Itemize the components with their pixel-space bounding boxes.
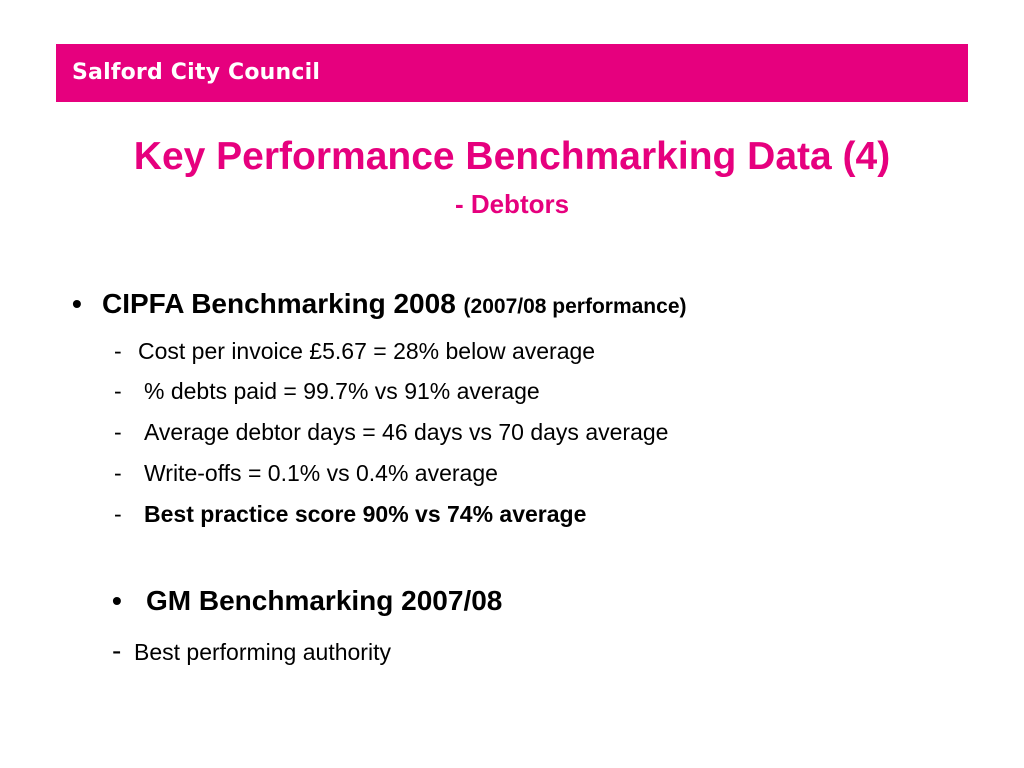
cipfa-note: (2007/08 performance)	[463, 295, 687, 318]
cipfa-bullet: • CIPFA Benchmarking 2008 (2007/08 perfor…	[72, 287, 687, 324]
cipfa-item-debts-paid: -% debts paid = 99.7% vs 91% average	[114, 377, 540, 405]
bullet-dot: •	[112, 585, 122, 616]
gm-sub-text: Best performing authority	[134, 639, 391, 665]
cipfa-item-text: Write-offs = 0.1% vs 0.4% average	[144, 460, 498, 486]
dash-marker: -	[114, 419, 122, 445]
slide-subtitle: - Debtors	[454, 189, 570, 219]
cipfa-item-debtor-days: - Average debtor days = 46 days vs 70 day…	[114, 418, 668, 446]
council-logo-text: Salford City Council	[72, 60, 321, 85]
gm-sub-item: - Best performing authority	[112, 636, 391, 667]
cipfa-item-cost: - Cost per invoice £5.67 = 28% below aver…	[114, 337, 595, 365]
dash-marker: -	[114, 378, 122, 404]
gm-bullet: • GM Benchmarking 2007/08	[112, 584, 502, 618]
header-band: Salford City Council	[56, 44, 968, 102]
slide-title: Key Performance Benchmarking Data (4)	[133, 135, 891, 178]
dash-marker: -	[112, 635, 122, 666]
dash-marker: -	[114, 460, 122, 486]
cipfa-item-write-offs: - Write-offs = 0.1% vs 0.4% average	[114, 459, 498, 487]
gm-heading: GM Benchmarking 2007/08	[146, 585, 503, 616]
cipfa-item-text: Cost per invoice £5.67 = 28% below avera…	[138, 338, 596, 364]
cipfa-item-text: Best practice score 90% vs 74% average	[144, 501, 587, 527]
dash-marker: -	[114, 501, 122, 527]
cipfa-heading: CIPFA Benchmarking 2008	[102, 288, 456, 319]
bullet-dot: •	[72, 288, 82, 319]
cipfa-item-text: Average debtor days = 46 days vs 70 days…	[144, 419, 669, 445]
cipfa-item-best-practice: - Best practice score 90% vs 74% average	[114, 500, 586, 528]
dash-marker: -	[114, 338, 122, 364]
cipfa-item-text: % debts paid = 99.7% vs 91% average	[144, 378, 540, 404]
